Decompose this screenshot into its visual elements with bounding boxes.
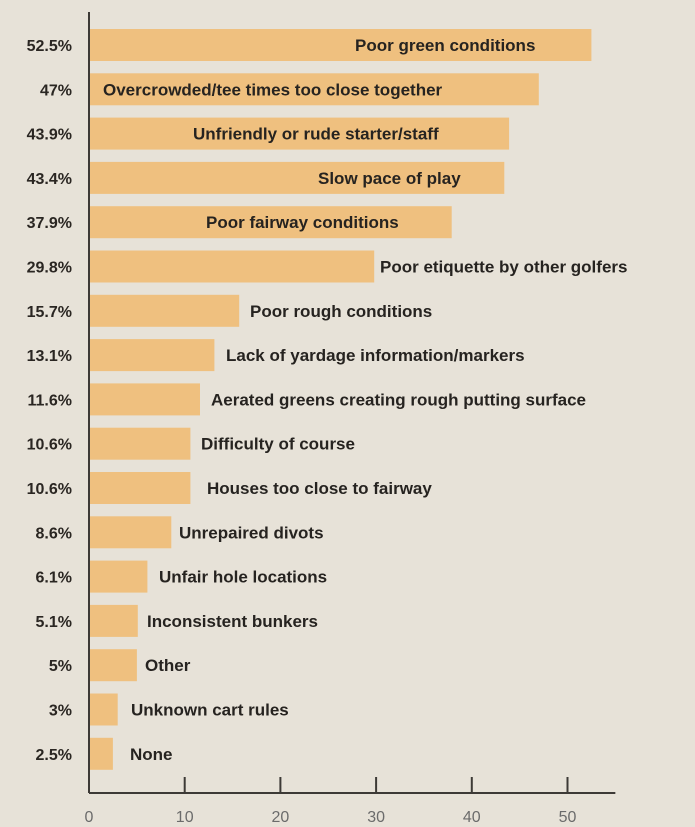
bar-4 xyxy=(89,206,452,239)
bar-2 xyxy=(89,117,510,150)
category-label-11: Unrepaired divots xyxy=(179,523,324,542)
value-label-13: 5.1% xyxy=(36,614,72,631)
category-label-8: Aerated greens creating rough putting su… xyxy=(211,390,586,409)
x-tick-label-10: 10 xyxy=(176,809,194,826)
category-label-9: Difficulty of course xyxy=(201,435,355,454)
x-tick-label-20: 20 xyxy=(272,809,290,826)
value-label-16: 2.5% xyxy=(36,747,72,764)
value-label-11: 8.6% xyxy=(36,525,72,542)
bar-3 xyxy=(89,161,505,194)
value-label-2: 43.9% xyxy=(27,127,72,144)
category-label-3: Slow pace of play xyxy=(318,169,461,188)
value-label-10: 10.6% xyxy=(27,481,72,498)
value-label-12: 6.1% xyxy=(36,570,72,587)
value-label-8: 11.6% xyxy=(28,392,72,409)
value-label-5: 29.8% xyxy=(27,260,72,277)
bar-14 xyxy=(89,649,137,682)
category-label-16: None xyxy=(130,745,173,764)
category-label-1: Overcrowded/tee times too close together xyxy=(103,80,443,99)
bar-15 xyxy=(89,693,118,726)
category-label-10: Houses too close to fairway xyxy=(207,479,432,498)
bar-6 xyxy=(89,294,240,327)
bar-16 xyxy=(89,737,113,770)
bar-11 xyxy=(89,516,172,549)
category-label-4: Poor fairway conditions xyxy=(206,213,399,232)
category-label-6: Poor rough conditions xyxy=(250,302,432,321)
bars-group xyxy=(89,29,592,770)
bar-13 xyxy=(89,604,138,637)
bar-5 xyxy=(89,250,375,283)
bar-0 xyxy=(89,29,592,61)
bar-7 xyxy=(89,339,215,372)
bar-10 xyxy=(89,472,191,504)
value-label-1: 47% xyxy=(40,82,72,99)
x-tick-label-0: 0 xyxy=(85,809,94,826)
bar-12 xyxy=(89,560,148,593)
value-label-9: 10.6% xyxy=(27,437,72,454)
labels-group: 52.5% Poor green conditions 47% Overcrowded… xyxy=(27,36,628,764)
bar-8 xyxy=(89,383,200,416)
category-label-0: Poor green conditions xyxy=(355,36,535,55)
axes-group: 0 10 20 30 40 50 xyxy=(85,12,616,826)
value-label-7: 13.1% xyxy=(27,348,72,365)
value-label-15: 3% xyxy=(49,703,72,720)
category-label-13: Inconsistent bunkers xyxy=(147,612,318,631)
category-label-15: Unknown cart rules xyxy=(131,701,289,720)
value-label-3: 43.4% xyxy=(27,171,72,188)
x-tick-label-40: 40 xyxy=(463,809,481,826)
category-label-12: Unfair hole locations xyxy=(159,568,327,587)
x-tick-label-30: 30 xyxy=(367,809,385,826)
category-label-14: Other xyxy=(145,656,191,675)
value-label-4: 37.9% xyxy=(27,215,72,232)
value-label-0: 52.5% xyxy=(27,38,72,55)
category-label-2: Unfriendly or rude starter/staff xyxy=(193,125,439,144)
value-label-6: 15.7% xyxy=(27,304,72,321)
value-label-14: 5% xyxy=(49,658,72,675)
category-label-7: Lack of yardage information/markers xyxy=(226,346,525,365)
bar-1 xyxy=(89,73,539,106)
bar-9 xyxy=(89,427,191,460)
category-label-5: Poor etiquette by other golfers xyxy=(380,258,627,277)
x-tick-label-50: 50 xyxy=(559,809,577,826)
